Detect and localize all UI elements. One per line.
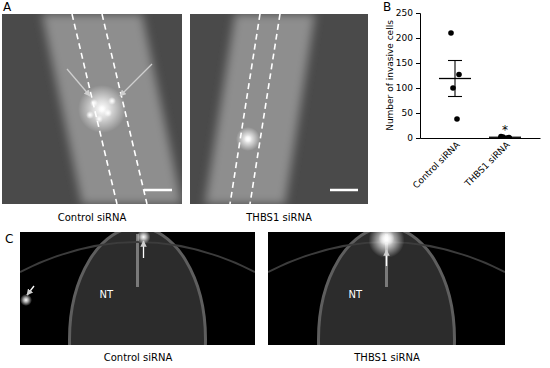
- y-tick: 0: [407, 133, 420, 143]
- arrow: [120, 64, 152, 96]
- fluorescent-cells: [86, 111, 94, 119]
- y-tick-label: 100: [396, 83, 413, 93]
- data-point: [454, 116, 460, 122]
- plot-marks: [439, 30, 521, 138]
- arrow: [143, 241, 144, 258]
- x-tick: Control siRNA: [411, 138, 462, 190]
- error-cap: [448, 96, 462, 97]
- error-cap: [498, 137, 512, 138]
- y-axis-line: [416, 14, 421, 139]
- y-tick-mark: [416, 38, 420, 39]
- data-point: [448, 30, 454, 36]
- fluorescent-cells: [236, 127, 260, 151]
- scale-bar: [144, 189, 172, 192]
- dashed-outline: [230, 14, 260, 204]
- significance-marker: *: [502, 123, 508, 137]
- fluorescent-cells: [98, 105, 106, 113]
- error-bar: [454, 61, 455, 97]
- y-tick: 200: [396, 33, 420, 43]
- fluorescent-cells: [379, 232, 395, 246]
- data-point: [456, 72, 462, 78]
- region-label: NT: [100, 289, 114, 300]
- fluorescent-cells: [95, 115, 103, 123]
- micrograph: [268, 232, 505, 345]
- mean-line: [489, 137, 521, 138]
- caption: THBS1 siRNA: [245, 212, 312, 223]
- micrograph: [20, 232, 255, 345]
- arrow: [386, 250, 387, 266]
- y-tick: 50: [402, 108, 420, 118]
- figure: Control siRNATHBS1 siRNANTNTControl siRN…: [0, 0, 550, 368]
- fluorescent-cells: [20, 294, 32, 306]
- nerve-cord: [42, 14, 182, 204]
- y-tick-mark: [416, 138, 420, 139]
- y-tick: 100: [396, 83, 420, 93]
- ectoderm: [20, 242, 255, 272]
- scale-bar: [330, 189, 358, 192]
- y-tick-mark: [416, 88, 420, 89]
- x-axis: Control siRNATHBS1 siRNA: [411, 138, 541, 190]
- caption: Control siRNA: [104, 352, 173, 363]
- x-tick: THBS1 siRNA: [462, 138, 512, 189]
- region-label: NT: [349, 289, 363, 300]
- micrograph: [190, 14, 368, 204]
- caption: THBS1 siRNA: [353, 352, 420, 363]
- fluorescent-cells: [90, 99, 98, 107]
- y-axis-title: Number of invasive cells: [385, 20, 395, 131]
- micrograph: [2, 14, 182, 204]
- panel-label: A: [3, 0, 12, 14]
- error-cap: [498, 136, 512, 137]
- y-tick-label: 200: [396, 33, 413, 43]
- y-tick-label: 50: [402, 108, 414, 118]
- x-axis-line: [421, 138, 541, 139]
- arrow: [67, 69, 90, 96]
- panel-label: C: [5, 232, 13, 246]
- y-tick-mark: [416, 113, 420, 114]
- y-tick-mark: [416, 13, 420, 14]
- arrow: [27, 286, 34, 295]
- dashed-outline: [250, 14, 280, 204]
- panel-label: B: [383, 0, 391, 14]
- neural-tube: [70, 232, 206, 345]
- y-tick-label: 0: [407, 133, 413, 143]
- caption: Control siRNA: [58, 212, 127, 223]
- nerve-cord: [205, 14, 315, 204]
- error-cap: [448, 60, 462, 61]
- y-tick-mark: [416, 63, 420, 64]
- image-background: [190, 14, 368, 204]
- fluorescent-cells: [108, 97, 116, 105]
- y-tick: 150: [396, 58, 420, 68]
- y-axis: 0 50 100 150 200 250: [396, 8, 421, 143]
- y-tick-label: 150: [396, 58, 413, 68]
- fluorescent-cells: [244, 135, 252, 143]
- y-tick-label: 250: [396, 8, 413, 18]
- y-tick: 250: [396, 8, 420, 18]
- image-background: [2, 14, 182, 204]
- x-tick-label: Control siRNA: [411, 139, 462, 190]
- fluorescent-cells: [78, 85, 126, 133]
- x-tick-label: THBS1 siRNA: [462, 139, 512, 189]
